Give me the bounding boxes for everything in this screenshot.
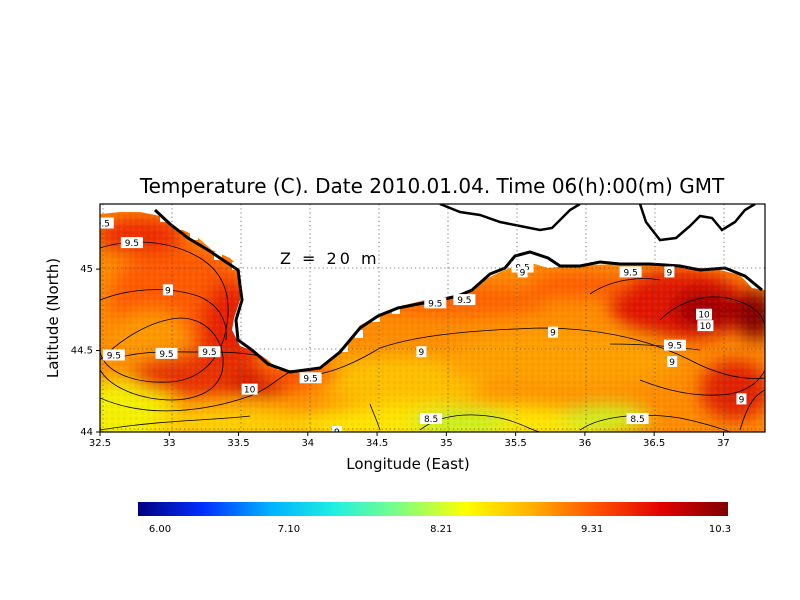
y-axis-ticks: 44 44.5 45 (71, 264, 100, 438)
colorbar-tick-label: 8.21 (430, 524, 452, 535)
x-axis-ticks: 32.5 33 33.5 34 34.5 35 35.5 36 36.5 37 (89, 432, 730, 449)
colorbar-tick-labels: 6.00 7.10 8.21 9.31 10.3 (149, 524, 731, 535)
depth-annotation: Z = 20 m (280, 249, 380, 268)
contour-label-box (619, 266, 642, 278)
contour-label: 9.5 (303, 374, 317, 384)
contour-label: 9 (334, 428, 340, 438)
contour-label-box (299, 372, 322, 384)
contour-label: 9.5 (428, 299, 442, 309)
contour-label: 9.5 (457, 296, 471, 306)
contour-label-box (162, 284, 173, 296)
colorbar-tick-label: 9.31 (581, 524, 603, 535)
colorbar (138, 502, 728, 516)
contour-label: 9.5 (107, 351, 121, 361)
x-tick-label: 34.5 (366, 438, 388, 449)
contour-label: 9 (669, 358, 675, 368)
x-tick-label: 34 (301, 438, 314, 449)
y-tick-label: 44 (80, 427, 93, 438)
y-tick-label: 44.5 (71, 346, 93, 357)
contour-label-box (331, 426, 342, 432)
contour-label: 8.5 (630, 415, 644, 425)
contour-label: 8.5 (424, 415, 438, 425)
contour-label-box (736, 393, 747, 405)
contour-label-box (548, 326, 559, 338)
contour-label: 9 (550, 329, 556, 339)
contour-label-box (155, 347, 178, 359)
colorbar-tick-label: 10.3 (709, 524, 731, 535)
contour-label: 10 (244, 386, 256, 396)
contour-label: 9.5 (668, 342, 682, 352)
contour-label-box (664, 266, 675, 278)
coastline-north (439, 204, 581, 232)
contour-label: 9 (419, 348, 425, 358)
x-tick-label: 33.5 (227, 438, 249, 449)
x-axis-label: Longitude (East) (346, 455, 469, 473)
contour-label-box (420, 412, 443, 424)
contour-label: 9 (739, 395, 745, 405)
contour-label-box (663, 339, 686, 351)
map-title: Temperature (C). Date 2010.01.04. Time 0… (139, 174, 725, 198)
x-tick-label: 36 (579, 438, 592, 449)
contour-label-box (416, 346, 427, 358)
contour-label: 9 (165, 286, 171, 296)
x-tick-label: 35.5 (504, 438, 526, 449)
x-tick-label: 35 (440, 438, 453, 449)
colorbar-tick-label: 6.00 (149, 524, 171, 535)
contour-label: 9.5 (202, 348, 216, 358)
contour-labels: 9.5 9.5 9 9.5 9.5 9.5 10 9.5 9 9 9.5 9.5 9.5 9 9 8.5 9.5… (96, 217, 747, 438)
x-tick-label: 36.5 (643, 438, 665, 449)
contour-label-box (626, 412, 649, 424)
contour-label-box (198, 346, 221, 358)
land-mask (100, 204, 765, 370)
contour-label-box (241, 383, 258, 395)
contour-label-box (424, 297, 447, 309)
contour-label: 9.5 (96, 220, 110, 230)
y-axis-label: Latitude (North) (44, 258, 62, 378)
contour-label-box (120, 237, 143, 249)
y-tick-label: 45 (80, 264, 93, 275)
contour-label-box (667, 355, 678, 367)
contour-label: 10 (700, 322, 712, 332)
contour-label: 9.5 (623, 268, 637, 278)
contour-label-box (102, 349, 125, 361)
contour-label-box (453, 294, 476, 306)
colorbar-tick-label: 7.10 (278, 524, 300, 535)
grid-lines (100, 204, 765, 432)
contour-label: 9.5 (159, 350, 173, 360)
x-tick-label: 32.5 (89, 438, 111, 449)
contour-label: 9 (520, 268, 526, 278)
temperature-field: 9.5 9.5 9 9.5 9.5 9.5 10 9.5 9 9 9.5 9.5 9.5 9 9 8.5 9.5… (96, 204, 765, 438)
x-tick-label: 33 (163, 438, 176, 449)
contour-label-box (697, 320, 714, 332)
plot-frame (99, 203, 766, 433)
contour-label: 9.5 (125, 239, 139, 249)
contour-label: 10 (698, 311, 710, 321)
contour-label-box (696, 308, 713, 320)
x-tick-label: 37 (717, 438, 730, 449)
contour-label-box (100, 217, 114, 229)
contour-label-box (517, 266, 528, 278)
contour-label: 9 (667, 268, 673, 278)
